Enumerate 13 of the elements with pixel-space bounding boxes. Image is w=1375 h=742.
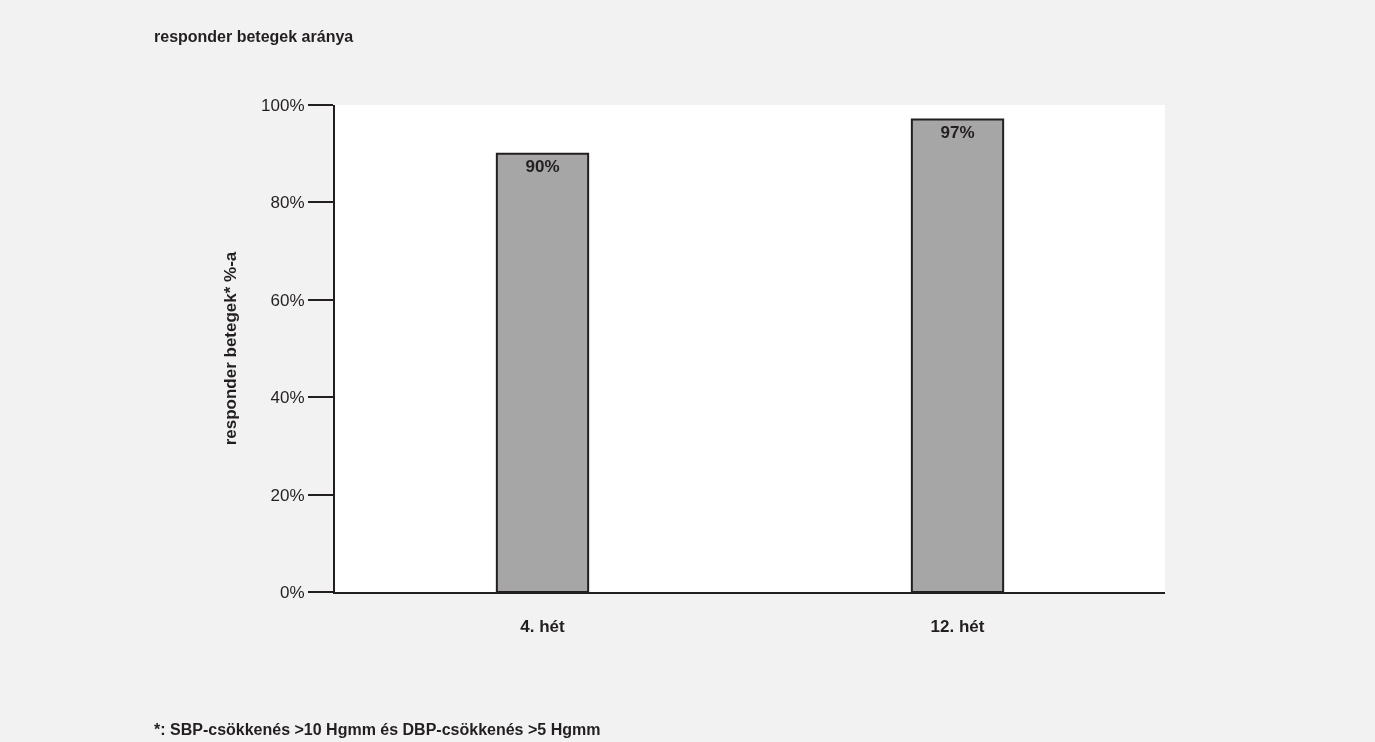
- y-axis-title: responder betegek* %-a: [221, 251, 241, 446]
- y-tick-label: 20%: [270, 485, 305, 505]
- y-tick-label: 0%: [280, 582, 305, 602]
- y-tick-label: 60%: [270, 290, 305, 310]
- text: *: SBP-csökkenés >10 Hgmm és DBP-csökkenés >5 Hgmm: [154, 721, 601, 738]
- chart-title: responder betegek aránya: [154, 28, 354, 45]
- data-label: 97%: [940, 122, 975, 142]
- y-tick-label: 80%: [270, 193, 305, 213]
- x-tick-label: 12. hét: [930, 617, 985, 637]
- data-label: 90%: [525, 156, 560, 176]
- x-tick-label: 4. hét: [520, 617, 566, 637]
- y-tick-label: 100%: [261, 95, 305, 115]
- y-tick-label: 40%: [270, 388, 305, 408]
